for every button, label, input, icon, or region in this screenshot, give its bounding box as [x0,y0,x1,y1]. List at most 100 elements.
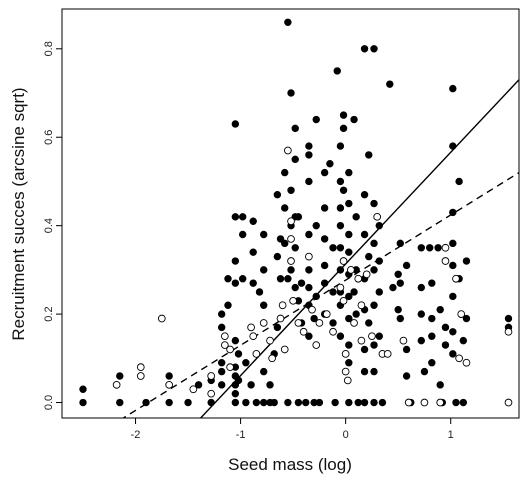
x-tick-label: 1 [448,429,454,441]
filled-data-point [305,177,313,186]
filled-data-point [386,80,394,88]
filled-data-point [336,244,345,252]
filled-data-point [312,115,320,124]
x-tick-label: -1 [236,429,246,441]
open-data-point [220,341,229,349]
filled-data-point [217,310,226,318]
filled-data-point [345,292,353,301]
filled-data-point [329,288,337,296]
open-data-point [329,327,337,336]
filled-data-point [238,213,247,221]
open-data-point [112,380,121,389]
filled-data-point [370,367,378,376]
filled-data-point [315,398,324,407]
filled-data-point [428,279,436,287]
open-data-point [341,367,350,376]
filled-data-point [231,257,240,265]
y-tick-label: 0.0 [43,395,55,410]
data-points [79,18,513,407]
filled-data-point [375,221,383,230]
filled-data-point [287,266,295,274]
open-data-point [315,319,324,327]
filled-data-point [252,398,261,407]
open-data-point [280,345,289,354]
filled-data-point [420,367,429,376]
filled-data-point [255,288,264,296]
filled-data-point [333,67,341,75]
filled-data-point [194,381,203,389]
open-data-point [357,301,366,310]
filled-data-point [459,398,468,407]
filled-data-point [455,177,463,186]
filled-data-point [345,398,353,407]
filled-data-point [336,221,345,230]
filled-data-point [449,350,457,358]
open-data-point [136,372,145,380]
filled-data-point [378,398,387,407]
filled-data-point [426,244,434,252]
filled-data-point [294,398,303,407]
open-data-point [441,257,450,265]
y-axis: 0.0 0.2 0.4 0.6 0.8 [43,41,62,410]
open-data-point [373,212,382,221]
filled-data-point [336,204,345,212]
open-data-point [259,319,268,327]
filled-data-point [326,160,334,168]
open-data-point [341,350,350,358]
filled-data-point [266,381,274,389]
open-data-point [289,296,297,305]
filled-data-point [350,115,358,124]
open-data-point [457,310,466,318]
filled-data-point [281,168,289,177]
open-data-point [368,332,376,341]
x-tick-label: 0 [343,429,349,441]
filled-data-point [331,398,339,407]
filled-data-point [234,376,243,385]
filled-data-point [116,372,124,380]
filled-data-point [302,398,310,407]
filled-data-point [260,367,268,376]
filled-data-point [312,221,320,230]
filled-data-point [462,257,471,265]
filled-data-point [360,230,369,239]
filled-data-point [231,279,240,287]
filled-data-point [305,332,313,340]
filled-data-point [365,319,373,327]
filled-data-point [273,323,282,332]
open-data-point [266,336,274,345]
filled-data-point [305,230,313,239]
open-data-point [404,398,413,407]
filled-data-point [242,398,250,407]
filled-data-point [345,168,353,177]
filled-data-point [231,336,240,345]
open-data-point [157,314,166,323]
filled-data-point [249,279,257,287]
open-data-point [312,341,321,349]
y-tick-label: 0.4 [43,218,55,233]
filled-data-point [224,301,232,309]
open-data-point [399,336,408,345]
filled-data-point [287,89,295,97]
filled-data-point [238,275,247,283]
filled-data-point [284,18,292,26]
filled-data-point [389,283,397,292]
filled-data-point [434,244,442,252]
filled-data-point [375,288,383,296]
filled-data-point [428,314,436,323]
filled-data-point [217,359,226,367]
filled-data-point [504,314,513,323]
open-data-point [220,332,229,341]
open-data-point [247,323,255,332]
filled-data-point [436,305,444,314]
filled-data-point [449,239,457,248]
open-data-point [294,319,303,327]
filled-data-point [312,292,320,301]
open-data-point [452,274,460,283]
filled-data-point [396,239,404,248]
filled-data-point [354,398,362,407]
filled-data-point [305,283,313,292]
filled-data-point [360,45,369,53]
filled-data-point [396,314,404,323]
open-data-point [383,350,392,358]
